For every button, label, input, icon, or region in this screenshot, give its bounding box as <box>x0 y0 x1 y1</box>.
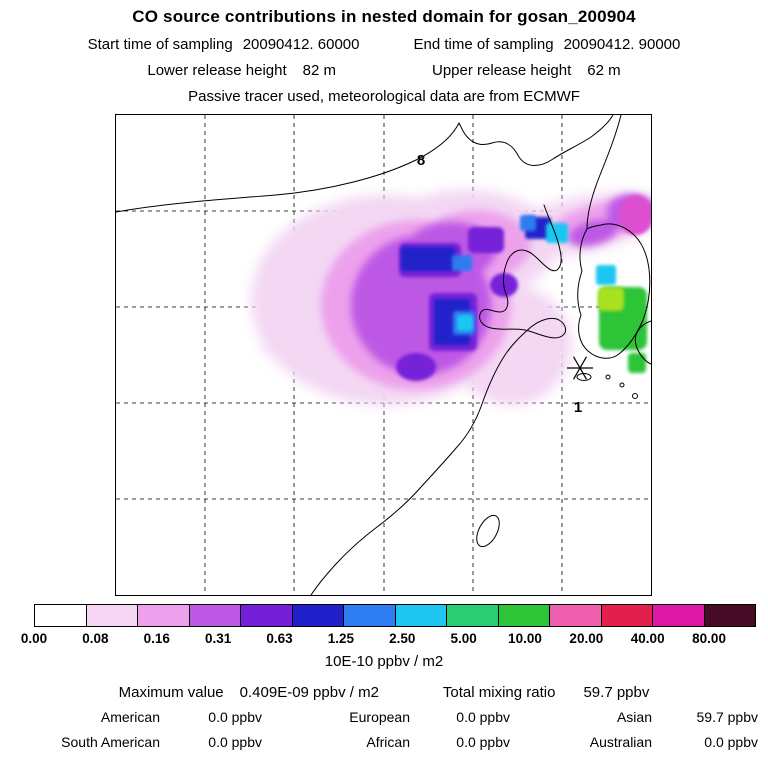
upper-release-height: Upper release height 62 m <box>432 62 621 79</box>
colorbar-segment <box>343 605 395 626</box>
contribution-region: Australian <box>589 734 652 750</box>
map-panel: 8 1 <box>115 114 652 596</box>
maximum-value: Maximum value 0.409E-09 ppbv / m2 <box>119 684 379 701</box>
contribution-value: 59.7 ppbv <box>696 709 759 725</box>
maximum-value-text: 0.409E-09 ppbv / m2 <box>239 684 379 701</box>
colorbar-tick: 0.16 <box>143 631 170 646</box>
upper-release-label: Upper release height <box>432 62 572 79</box>
lower-release-label: Lower release height <box>147 62 287 79</box>
plume-layer-magenta <box>619 195 651 235</box>
colorbar-tick: 10.00 <box>508 631 542 646</box>
colorbar-tick: 0.00 <box>20 631 48 646</box>
colorbar-segment <box>291 605 343 626</box>
colorbar-segment <box>703 605 755 626</box>
colorbar-tick: 0.08 <box>82 631 109 646</box>
map-label-1: 1 <box>574 399 582 416</box>
colorbar-segment <box>85 605 137 626</box>
contributions-grid: American 0.0 ppbv European 0.0 ppbv Asian 59.… <box>0 709 768 750</box>
colorbar-segment <box>35 605 86 626</box>
colorbar-segment <box>497 605 549 626</box>
colorbar-tick: 20.00 <box>569 631 604 646</box>
page-title: CO source contributions in nested domain… <box>132 7 636 26</box>
colorbar-segment <box>446 605 498 626</box>
colorbar-ticks: 0.00 0.08 0.16 0.31 0.63 1.25 2.50 5.00 10.00 20.… <box>21 631 756 647</box>
jeju-island <box>576 373 592 381</box>
start-time-label: Start time of sampling <box>87 36 233 53</box>
map-label-8: 8 <box>417 152 425 169</box>
colorbar-tick: 0.63 <box>266 631 293 646</box>
contribution-region: European <box>349 709 410 725</box>
contribution-value: 0.0 ppbv <box>208 734 262 750</box>
colorbar-segment <box>188 605 240 626</box>
total-mixing-ratio-value: 59.7 ppbv <box>583 684 650 701</box>
coastline <box>116 115 651 595</box>
upper-release-value: 62 m <box>587 62 621 79</box>
colorbar <box>34 604 756 627</box>
taiwan-island <box>476 514 500 548</box>
contribution-value: 0.0 ppbv <box>456 734 510 750</box>
summary-stats-line: Maximum value 0.409E-09 ppbv / m2 Total m… <box>0 684 768 701</box>
colorbar-tick: 40.00 <box>630 631 665 646</box>
colorbar-segment <box>394 605 446 626</box>
colorbar-tick: 80.00 <box>692 631 726 646</box>
plume-layer-cyan <box>457 223 616 331</box>
contribution-value: 0.0 ppbv <box>208 709 262 725</box>
contribution-region: Asian <box>616 709 652 725</box>
end-time-label: End time of sampling <box>413 36 554 53</box>
colorbar-segment <box>549 605 601 626</box>
total-mixing-ratio-label: Total mixing ratio <box>442 684 556 701</box>
map-svg: 8 1 <box>116 115 651 595</box>
plume-layer-lime <box>598 287 624 311</box>
tracer-note-line: Passive tracer used, meteorological data… <box>0 88 768 105</box>
contribution-region: South American <box>61 734 160 750</box>
contribution-region: African <box>366 734 410 750</box>
receptor-marker-icon <box>567 356 593 380</box>
contribution-value: 0.0 ppbv <box>456 709 510 725</box>
contribution-region: American <box>100 709 160 725</box>
colorbar-tick: 1.25 <box>327 631 354 646</box>
colorbar-segment <box>240 605 292 626</box>
colorbar-segment <box>652 605 704 626</box>
sampling-times-line: Start time of sampling 20090412. 60000 En… <box>0 36 768 53</box>
contribution-value: 0.0 ppbv <box>704 734 758 750</box>
colorbar-segment <box>600 605 652 626</box>
colorbar-segment <box>137 605 189 626</box>
colorbar-units-label: 10E-10 ppbv / m2 <box>324 653 444 670</box>
colorbar-tick: 2.50 <box>389 631 416 646</box>
end-time: End time of sampling 20090412. 90000 <box>413 36 680 53</box>
maximum-value-label: Maximum value <box>118 684 224 701</box>
start-time: Start time of sampling 20090412. 60000 <box>88 36 360 53</box>
lower-release-height: Lower release height 82 m <box>147 62 336 79</box>
release-heights-line: Lower release height 82 m Upper release h… <box>0 62 768 79</box>
lower-release-value: 82 m <box>302 62 336 79</box>
colorbar-tick: 5.00 <box>450 631 477 646</box>
colorbar-tick: 0.31 <box>204 631 232 646</box>
start-time-value: 20090412. 60000 <box>242 36 360 53</box>
total-mixing-ratio: Total mixing ratio 59.7 ppbv <box>443 684 649 701</box>
colorbar-segments <box>35 605 755 626</box>
end-time-value: 20090412. 90000 <box>563 36 681 53</box>
tracer-note: Passive tracer used, meteorological data… <box>188 88 580 105</box>
